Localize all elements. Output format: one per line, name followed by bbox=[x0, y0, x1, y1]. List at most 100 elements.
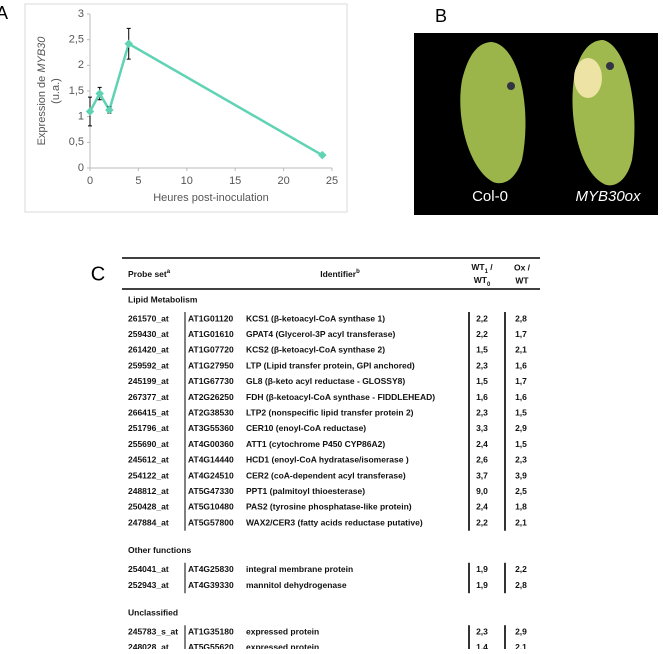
table-cell: AT1G01610 bbox=[188, 329, 234, 339]
table-cell: 245783_s_at bbox=[128, 626, 178, 636]
table-cell: 2,9 bbox=[515, 626, 527, 636]
table-cell: 255690_at bbox=[128, 439, 169, 449]
column-header: WT1 / bbox=[471, 262, 493, 274]
table-cell: AT2G26250 bbox=[188, 392, 234, 402]
table-cell: 2,3 bbox=[476, 407, 488, 417]
table-cell: 2,3 bbox=[476, 626, 488, 636]
table-cell: AT5G47330 bbox=[188, 486, 234, 496]
table-cell: 1,8 bbox=[515, 502, 527, 512]
table-cell: AT5G57800 bbox=[188, 517, 234, 527]
y-tick-label: 1 bbox=[78, 111, 84, 123]
table-cell: 1,6 bbox=[476, 392, 488, 402]
y-axis-label: Expression de MYB30 bbox=[36, 36, 48, 146]
y-axis-unit: (u.a.) bbox=[50, 78, 62, 104]
table-cell: 2,2 bbox=[476, 329, 488, 339]
table-cell: AT1G67730 bbox=[188, 376, 234, 386]
table-cell: 3,7 bbox=[476, 470, 488, 480]
table-cell: 2,2 bbox=[476, 517, 488, 527]
marker bbox=[318, 150, 327, 160]
table-cell: AT4G39330 bbox=[188, 580, 234, 590]
table-cell: 1,7 bbox=[515, 376, 527, 386]
x-tick-label: 20 bbox=[277, 175, 289, 187]
table-cell: ATT1 (cytochrome P450 CYP86A2) bbox=[246, 439, 385, 449]
table-cell: CER10 (enoyl-CoA reductase) bbox=[246, 423, 366, 433]
section-title: Other functions bbox=[128, 545, 192, 555]
x-tick-label: 5 bbox=[135, 175, 141, 187]
table-cell: 3,9 bbox=[515, 470, 527, 480]
photo-label: MYB30ox bbox=[575, 188, 641, 205]
table-cell: integral membrane protein bbox=[246, 564, 353, 574]
table-cell: PAS2 (tyrosine phosphatase-like protein) bbox=[246, 502, 412, 512]
table-cell: KCS1 (β-ketoacyl-CoA synthase 1) bbox=[246, 313, 385, 323]
table-cell: LTP2 (nonspecific lipid transfer protein… bbox=[246, 407, 414, 417]
table-cell: GL8 (β-keto acyl reductase - GLOSSY8) bbox=[246, 376, 405, 386]
table-cell: AT1G01120 bbox=[188, 313, 233, 323]
table-cell: AT4G00360 bbox=[188, 439, 234, 449]
table-cell: 245612_at bbox=[128, 455, 169, 465]
table-cell: mannitol dehydrogenase bbox=[246, 580, 347, 590]
table-cell: 1,7 bbox=[515, 329, 527, 339]
line bbox=[88, 41, 323, 157]
marker bbox=[95, 89, 104, 98]
table-cell: 3,3 bbox=[476, 423, 488, 433]
table-cell: GPAT4 (Glycerol-3P acyl transferase) bbox=[246, 329, 395, 339]
table-cell: AT1G35180 bbox=[188, 626, 234, 636]
column-header: WT0 bbox=[474, 275, 491, 287]
table-cell: AT4G25830 bbox=[188, 564, 234, 574]
table-cell: 1,9 bbox=[476, 580, 488, 590]
table-cell: 2,1 bbox=[515, 345, 527, 355]
table-cell: 261570_at bbox=[128, 313, 169, 323]
table-cell: 259592_at bbox=[128, 360, 169, 370]
table-cell: 248812_at bbox=[128, 486, 169, 496]
table-cell: 266415_at bbox=[128, 407, 169, 417]
table-cell: 1,6 bbox=[515, 392, 527, 402]
table-cell: 2,3 bbox=[515, 455, 527, 465]
table-cell: 1,5 bbox=[476, 376, 488, 386]
table-cell: 2,2 bbox=[515, 564, 527, 574]
table-cell: 2,4 bbox=[476, 439, 488, 449]
table-cell: AT4G24510 bbox=[188, 470, 234, 480]
photo-label: Col-0 bbox=[472, 188, 508, 205]
section-title: Lipid Metabolism bbox=[128, 294, 198, 304]
table-cell: 1,5 bbox=[515, 407, 527, 417]
table-cell: LTP (Lipid transfer protein, GPI anchore… bbox=[246, 360, 415, 370]
x-tick-label: 0 bbox=[87, 175, 93, 187]
table-cell: 245199_at bbox=[128, 376, 169, 386]
y-tick-label: 2,5 bbox=[69, 34, 84, 46]
table-cell: 251796_at bbox=[128, 423, 169, 433]
table-cell: expressed protein bbox=[246, 626, 319, 636]
y-tick-label: 3 bbox=[78, 8, 84, 20]
table-cell: 2,8 bbox=[515, 580, 527, 590]
table-cell: 250428_at bbox=[128, 502, 169, 512]
table-cell: 1,9 bbox=[476, 564, 488, 574]
table-cell: 1,5 bbox=[476, 345, 488, 355]
panel-label: A bbox=[0, 3, 8, 23]
column-header: Ox / bbox=[514, 262, 531, 272]
marker bbox=[85, 107, 95, 116]
table-cell: 1,6 bbox=[515, 360, 527, 370]
table-cell: AT3G55360 bbox=[188, 423, 234, 433]
leaf bbox=[460, 42, 526, 184]
table-cell: 2,8 bbox=[515, 313, 527, 323]
lesion bbox=[507, 82, 515, 90]
table-cell: 261420_at bbox=[128, 345, 169, 355]
table-cell: 2,5 bbox=[515, 486, 527, 496]
table-cell: 247884_at bbox=[128, 517, 169, 527]
marker bbox=[105, 105, 114, 115]
x-tick-label: 10 bbox=[181, 175, 193, 187]
table-cell: KCS2 (β-ketoacyl-CoA synthase 2) bbox=[246, 345, 385, 355]
panel-label: C bbox=[91, 263, 105, 285]
y-tick-label: 0,5 bbox=[69, 136, 84, 148]
x-axis-label: Heures post-inoculation bbox=[153, 192, 269, 204]
table-cell: 1,4 bbox=[476, 642, 488, 649]
table-cell: 2,3 bbox=[476, 360, 488, 370]
table-cell: 2,6 bbox=[476, 455, 488, 465]
table-cell: 252943_at bbox=[128, 580, 169, 590]
y-tick-label: 1,5 bbox=[69, 85, 84, 97]
column-header: Identifierb bbox=[320, 269, 360, 280]
table-cell: PPT1 (palmitoyl thioesterase) bbox=[246, 486, 365, 496]
lesion bbox=[574, 58, 602, 98]
table-cell: 9,0 bbox=[476, 486, 488, 496]
table-cell: 1,5 bbox=[515, 439, 527, 449]
table-cell: 254041_at bbox=[128, 564, 169, 574]
